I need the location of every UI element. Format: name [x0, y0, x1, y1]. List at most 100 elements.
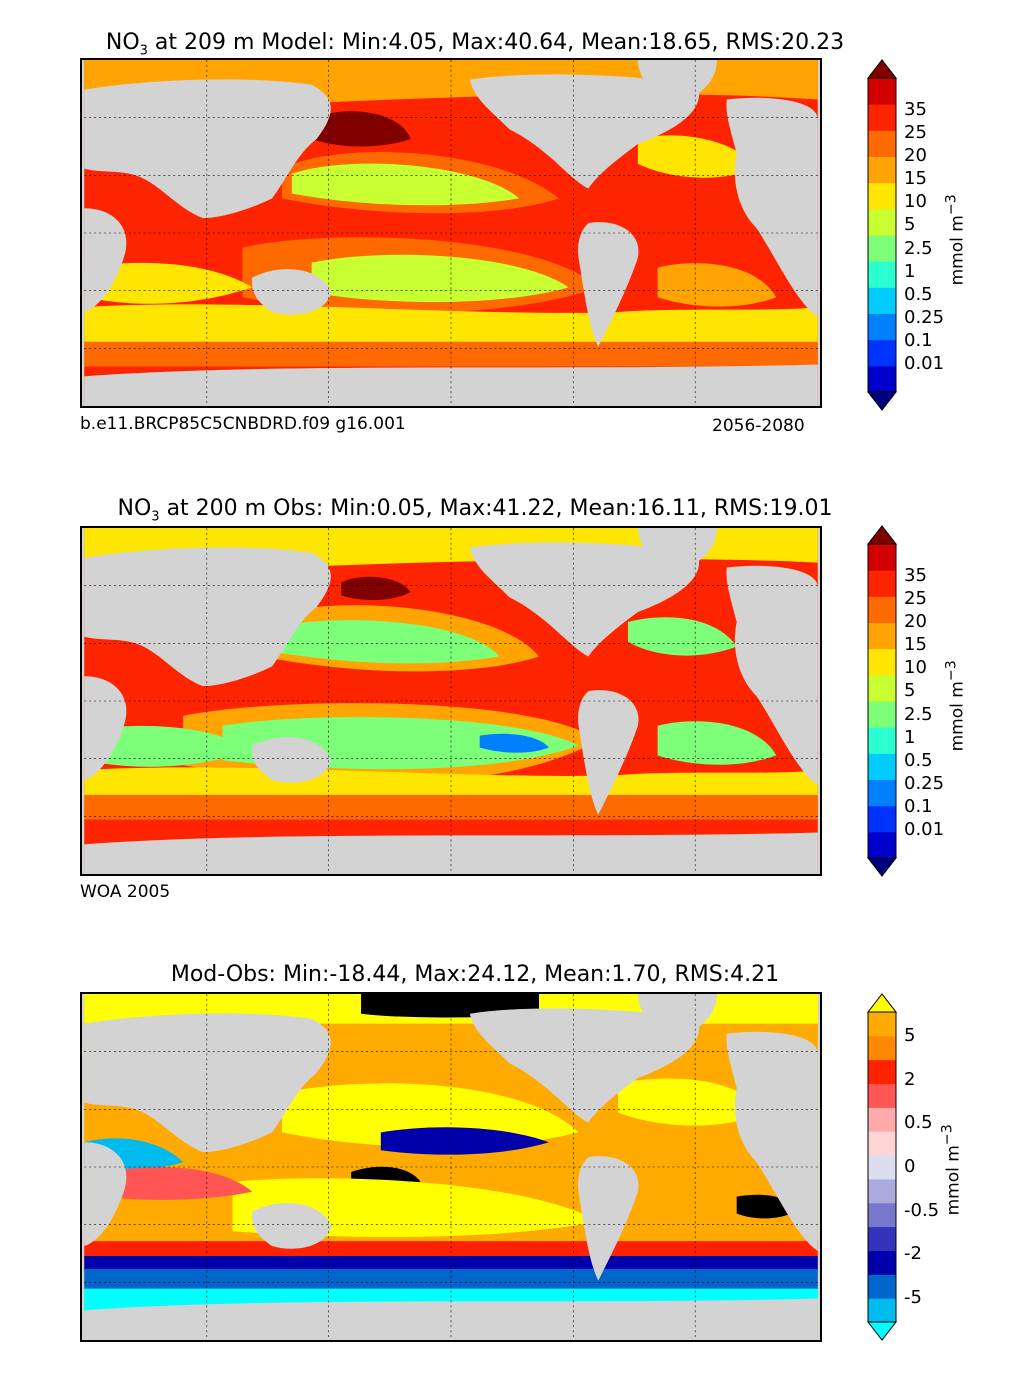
- colorbar-tick-label: 10: [904, 191, 927, 213]
- colorbar-bin: [868, 1155, 896, 1180]
- colorbar-frame: [867, 1011, 897, 1323]
- colorbar-bin: [868, 130, 896, 157]
- colorbar-bin: [868, 1250, 896, 1275]
- colorbar-tick-label: -5: [904, 1287, 922, 1308]
- gridlines: [84, 60, 818, 406]
- australia: [251, 1203, 332, 1249]
- colorbar-tick-label: 2.5: [904, 237, 933, 259]
- colorbar-tick-label: 0.1: [904, 329, 933, 351]
- colorbar-low-extend: [866, 857, 898, 877]
- panel1-caption-right: 2056-2080: [712, 416, 805, 436]
- north-america: [469, 1008, 700, 1123]
- europe-africa-east: [726, 565, 818, 786]
- colorbar-tick-label: 2: [904, 1068, 916, 1090]
- gridlines: [84, 994, 818, 1340]
- eurasia: [84, 547, 331, 687]
- colorbar-bin: [868, 727, 896, 754]
- land: [84, 60, 818, 406]
- colorbar-tick-label: 0.5: [904, 283, 933, 305]
- colorbar-bin: [868, 1226, 896, 1251]
- panel3-map-svg: [84, 994, 818, 1340]
- southern-darkblue: [84, 1255, 818, 1271]
- australia: [251, 737, 332, 783]
- panel2-caption-left: WOA 2005: [80, 882, 171, 902]
- colorbar-bin: [868, 78, 896, 105]
- colorbar-tick-label: -0.5: [904, 1199, 940, 1221]
- panel2-title: NO3 at 200 m Obs: Min:0.05, Max:41.22, M…: [117, 496, 833, 525]
- colorbar-tick-label: 0.01: [904, 819, 945, 840]
- colorbar-bin: [868, 622, 896, 650]
- colorbar-bin: [868, 1274, 896, 1299]
- africa: [84, 208, 127, 313]
- colorbar-bin: [868, 1298, 896, 1323]
- colorbar-tick-label: 0.25: [904, 772, 945, 794]
- colorbar-bin: [868, 1178, 896, 1204]
- colorbar-tick-label: 20: [904, 611, 927, 633]
- colorbar-tick-label: 2.5: [904, 703, 933, 725]
- colorbar-tick-label: -2: [904, 1243, 922, 1265]
- australia: [251, 269, 332, 315]
- colorbar-high-extend: [866, 993, 898, 1013]
- colorbar-bin: [868, 1131, 896, 1156]
- colorbar-tick-label: 25: [904, 588, 927, 610]
- south-atlantic-gyre: [657, 721, 777, 765]
- colorbar-bin: [868, 261, 896, 288]
- indian-gyre: [84, 262, 253, 304]
- southern-red: [84, 1241, 818, 1259]
- antarctica: [84, 832, 818, 874]
- south-america: [578, 1156, 639, 1281]
- colorbar-bin: [868, 1059, 896, 1085]
- africa: [84, 676, 127, 781]
- colorbar-bin: [868, 235, 896, 262]
- panel1-map: [80, 58, 822, 408]
- north-atlantic-yellow: [618, 1078, 767, 1126]
- land: [84, 528, 818, 874]
- panel2-colorbar: [866, 525, 898, 877]
- eurasia: [84, 1013, 331, 1153]
- panel2-map: [80, 526, 822, 876]
- colorbar-bin: [868, 182, 896, 210]
- southern-ocean-orange: [84, 341, 818, 367]
- panel2-map-svg: [84, 528, 818, 874]
- panel1-caption-left: b.e11.BRCP85C5CNBDRD.f09 g16.001: [80, 414, 406, 434]
- colorbar-bin: [868, 1012, 896, 1037]
- colorbar-bin: [868, 805, 896, 833]
- colorbar-bin: [868, 1083, 896, 1108]
- north-pacific-gyre: [291, 163, 520, 206]
- colorbar-tick-label: 0: [904, 1156, 916, 1177]
- colorbar-bin: [868, 648, 896, 676]
- panel2-unit: mmol m−3: [943, 660, 968, 752]
- colorbar-low-extend: [866, 1321, 898, 1341]
- colorbar-bin: [868, 701, 896, 728]
- colorbar-tick-label: 5: [904, 1025, 916, 1046]
- colorbar-tick-label: 0.5: [904, 749, 933, 771]
- north-america: [469, 542, 700, 657]
- colorbar-bin: [868, 779, 896, 807]
- europe-africa-east: [726, 97, 818, 318]
- colorbar-tick-label: 35: [904, 99, 927, 120]
- panel3-title: Mod-Obs: Min:-18.44, Max:24.12, Mean:1.7…: [170, 962, 780, 987]
- colorbar-tick-label: 35: [904, 565, 927, 586]
- south-pacific-blue: [479, 733, 549, 753]
- colorbar-tick-label: 0.25: [904, 306, 945, 328]
- panel1-map-svg: [84, 60, 818, 406]
- land: [84, 994, 818, 1340]
- colorbar-bin: [868, 287, 896, 314]
- antarctica: [84, 1298, 818, 1340]
- panel3-colorbar: [866, 993, 898, 1341]
- colorbar-tick-label: 15: [904, 168, 927, 190]
- north-pacific-yellow: [281, 1083, 579, 1148]
- indian-red: [104, 1167, 253, 1200]
- africa: [84, 1142, 127, 1247]
- colorbar-tick-label: 5: [904, 214, 916, 236]
- colorbar-low-extend: [866, 391, 898, 411]
- colorbar-bin: [868, 544, 896, 571]
- colorbar-bin: [868, 313, 896, 341]
- colorbar-bin: [868, 365, 896, 393]
- colorbar-tick-label: 25: [904, 122, 927, 144]
- north-pacific-gyre: [272, 620, 500, 664]
- colorbar-high-extend: [866, 59, 898, 79]
- south-atlantic-gyre: [657, 263, 777, 307]
- colorbar-high-extend: [866, 525, 898, 545]
- colorbar-tick-label: 1: [904, 726, 916, 748]
